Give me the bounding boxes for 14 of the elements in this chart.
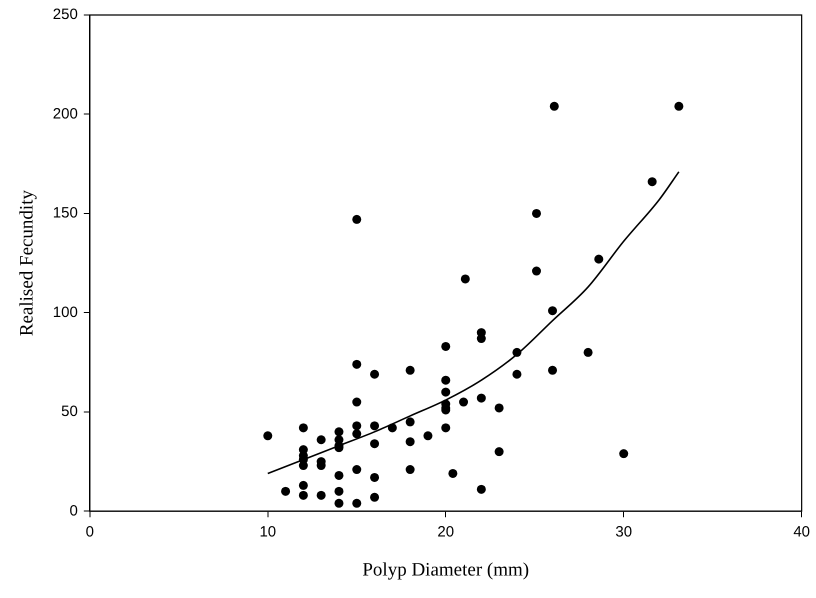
x-axis-title: Polyp Diameter (mm)	[362, 560, 530, 581]
y-tick-label: 100	[52, 304, 78, 321]
x-tick-label: 10	[259, 523, 276, 540]
y-axis-title: Realised Fecundity	[16, 190, 38, 336]
y-tick-label: 200	[52, 105, 78, 122]
y-tick-label: 0	[69, 502, 78, 520]
x-tick-label: 0	[86, 523, 94, 540]
x-tick-label: 30	[615, 523, 632, 540]
line-series	[266, 171, 680, 474]
y-tick-label: 250	[52, 6, 78, 24]
y-tick-label: 150	[52, 204, 78, 222]
x-tick-label: 20	[437, 523, 454, 540]
x-tick-label: 40	[793, 523, 810, 540]
y-tick-label: 50	[61, 403, 78, 420]
